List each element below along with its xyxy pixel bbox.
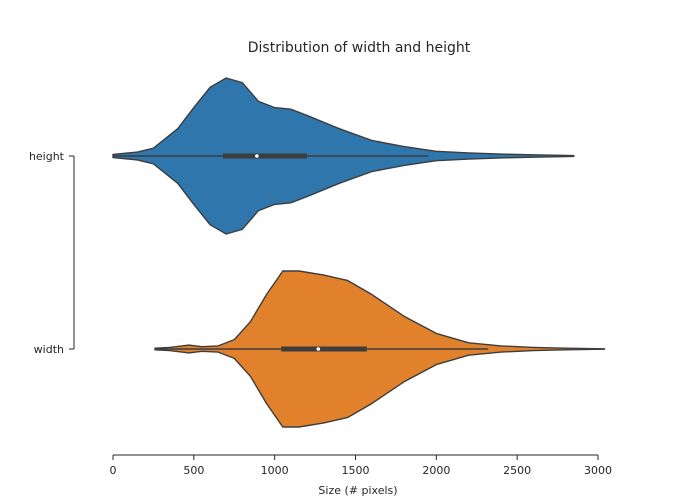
violins-group: [112, 77, 606, 428]
x-tick-label-1500: 1500: [342, 464, 370, 477]
x-axis-title: Size (# pixels): [318, 484, 397, 497]
x-tick-label-0: 0: [110, 464, 117, 477]
chart-title: Distribution of width and height: [248, 40, 471, 56]
x-axis: 0 500 1000 1500 2000 2500 3000: [110, 454, 612, 477]
y-tick-label-width: width: [34, 343, 64, 356]
x-tick-label-3000: 3000: [584, 464, 612, 477]
y-tick-label-height: height: [29, 150, 65, 163]
violin-median-width: [316, 347, 321, 351]
x-tick-label-2000: 2000: [422, 464, 450, 477]
y-axis: height width: [29, 150, 75, 356]
violin-median-height: [255, 154, 259, 158]
x-tick-label-500: 500: [183, 464, 204, 477]
x-tick-label-1000: 1000: [261, 464, 289, 477]
x-tick-label-2500: 2500: [503, 464, 531, 477]
